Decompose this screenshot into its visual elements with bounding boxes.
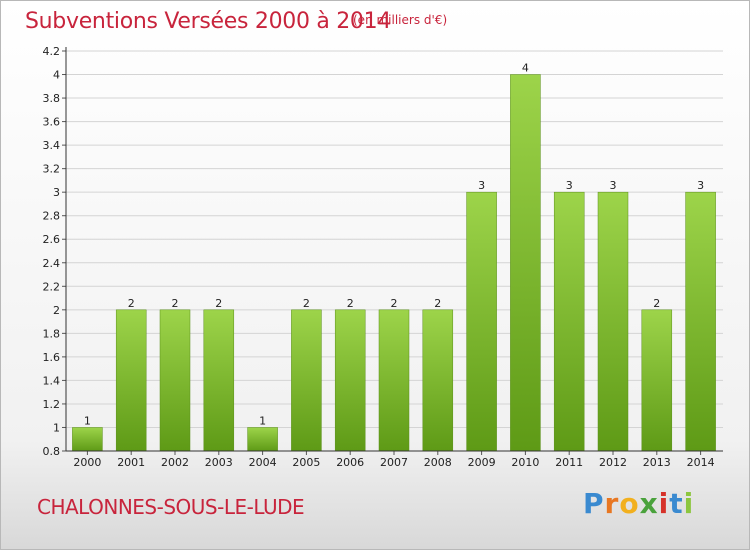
- data-label: 1: [259, 414, 266, 427]
- y-tick-label: 2.6: [43, 233, 61, 246]
- x-tick-label: 2008: [424, 456, 452, 469]
- x-tick-label: 2007: [380, 456, 408, 469]
- data-label: 2: [434, 297, 441, 310]
- y-tick-label: 0.8: [43, 445, 61, 458]
- data-label: 2: [128, 297, 135, 310]
- bar-2013: [641, 309, 673, 452]
- logo-letter: x: [639, 487, 659, 520]
- logo-letter: P: [583, 487, 605, 520]
- y-tick-label: 1.6: [43, 351, 61, 364]
- y-tick-label: 4.2: [43, 45, 61, 58]
- town-name: CHALONNES-SOUS-LE-LUDE: [37, 495, 305, 519]
- x-tick-label: 2011: [555, 456, 583, 469]
- y-tick-label: 3.4: [43, 139, 61, 152]
- data-label: 3: [566, 179, 573, 192]
- y-tick-label: 2: [53, 304, 60, 317]
- logo-letter: i: [683, 487, 695, 520]
- data-label: 3: [610, 179, 617, 192]
- y-tick-label: 1: [53, 421, 60, 434]
- x-tick-label: 2014: [687, 456, 715, 469]
- bar-2000: [72, 427, 103, 452]
- logo-letter: r: [604, 487, 620, 520]
- bar-2007: [378, 309, 410, 452]
- y-tick-label: 1.4: [43, 374, 61, 387]
- logo-letter: i: [658, 487, 670, 520]
- bar-2005: [291, 309, 322, 452]
- bar-2010: [510, 74, 541, 452]
- x-tick-label: 2002: [161, 456, 189, 469]
- y-tick-label: 1.8: [43, 327, 61, 340]
- y-tick-label: 3.8: [43, 92, 61, 105]
- bar-2006: [334, 309, 366, 452]
- x-tick-label: 2000: [73, 456, 101, 469]
- x-tick-label: 2004: [249, 456, 277, 469]
- data-label: 3: [697, 179, 704, 192]
- y-tick-label: 1.2: [43, 398, 61, 411]
- data-label: 1: [84, 414, 91, 427]
- data-label: 2: [215, 297, 222, 310]
- bar-2002: [159, 309, 191, 452]
- data-label: 4: [522, 62, 529, 75]
- y-tick-label: 3.6: [43, 116, 61, 129]
- x-tick-label: 2010: [511, 456, 539, 469]
- bar-2014: [685, 191, 716, 452]
- x-tick-label: 2006: [336, 456, 364, 469]
- x-tick-label: 2013: [643, 456, 671, 469]
- data-label: 2: [347, 297, 354, 310]
- bar-2008: [422, 309, 454, 452]
- chart-subtitle: (en milliers d'€): [353, 13, 448, 27]
- x-tick-label: 2005: [292, 456, 320, 469]
- data-label: 3: [478, 179, 485, 192]
- proxiti-logo: Proxiti: [583, 487, 694, 520]
- bar-2003: [203, 309, 235, 452]
- logo-letter: t: [669, 487, 684, 520]
- bar-2004: [247, 427, 278, 452]
- data-label: 2: [391, 297, 398, 310]
- chart-title: Subventions Versées 2000 à 2014: [25, 9, 392, 34]
- bar-2009: [466, 191, 497, 452]
- data-label: 2: [303, 297, 310, 310]
- x-tick-label: 2003: [205, 456, 233, 469]
- x-tick-label: 2009: [468, 456, 496, 469]
- logo-letter: o: [619, 487, 640, 520]
- y-tick-label: 4: [53, 69, 60, 82]
- y-tick-label: 3: [53, 186, 60, 199]
- bar-2011: [553, 191, 585, 452]
- bar-2012: [597, 191, 629, 452]
- y-tick-label: 2.2: [43, 280, 61, 293]
- x-tick-label: 2001: [117, 456, 145, 469]
- x-tick-label: 2012: [599, 456, 627, 469]
- y-tick-label: 2.4: [43, 257, 61, 270]
- y-tick-label: 3.2: [43, 163, 61, 176]
- data-label: 2: [172, 297, 179, 310]
- y-tick-label: 2.8: [43, 210, 61, 223]
- data-label: 2: [653, 297, 660, 310]
- bar-2001: [115, 309, 147, 452]
